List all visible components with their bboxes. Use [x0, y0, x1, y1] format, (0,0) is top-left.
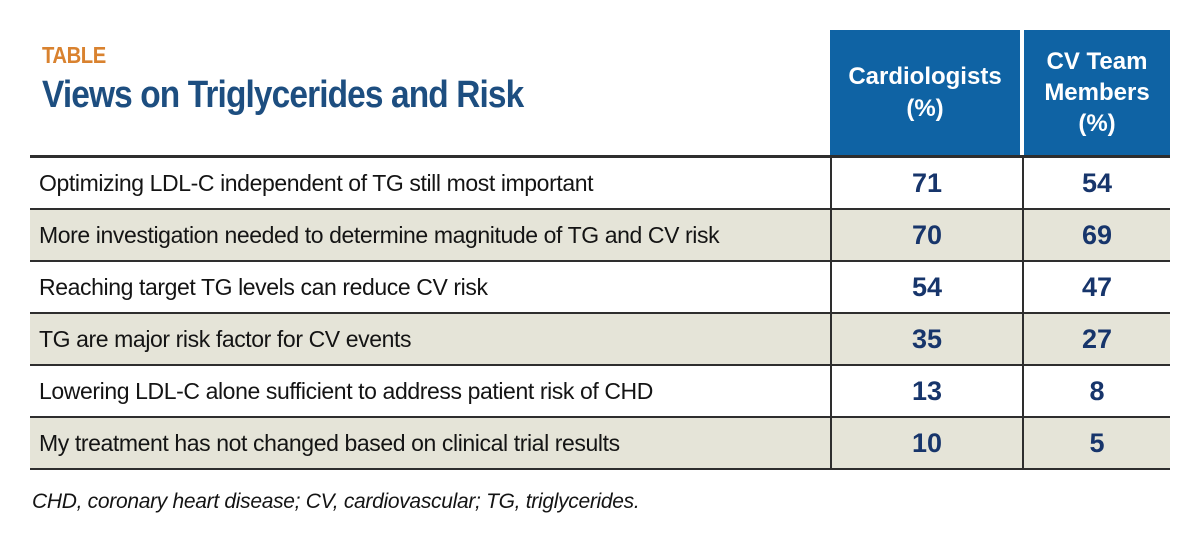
table-figure: TABLE Views on Triglycerides and Risk Ca… — [30, 30, 1170, 514]
cardiologists-value: 70 — [830, 210, 1022, 260]
table-footnote: CHD, coronary heart disease; CV, cardiov… — [32, 490, 640, 513]
cardiologists-value: 13 — [830, 366, 1022, 416]
column-header-cardiologists: Cardiologists (%) — [830, 30, 1020, 155]
table-title: Views on Triglycerides and Risk — [42, 74, 524, 116]
table-row: My treatment has not changed based on cl… — [30, 418, 1170, 470]
table-row: TG are major risk factor for CV events 3… — [30, 314, 1170, 366]
cv-team-value: 69 — [1022, 210, 1170, 260]
cv-team-value: 54 — [1022, 158, 1170, 208]
table-body: Optimizing LDL-C independent of TG still… — [30, 155, 1170, 470]
cv-team-value: 47 — [1022, 262, 1170, 312]
table-row: More investigation needed to determine m… — [30, 210, 1170, 262]
cardiologists-value: 35 — [830, 314, 1022, 364]
row-label: More investigation needed to determine m… — [39, 221, 720, 248]
row-label: My treatment has not changed based on cl… — [39, 429, 620, 456]
row-label: Optimizing LDL-C independent of TG still… — [39, 169, 594, 196]
title-block: TABLE Views on Triglycerides and Risk — [30, 30, 830, 155]
cv-team-value: 27 — [1022, 314, 1170, 364]
table-row: Optimizing LDL-C independent of TG still… — [30, 158, 1170, 210]
table-row: Lowering LDL-C alone sufficient to addre… — [30, 366, 1170, 418]
row-label: TG are major risk factor for CV events — [39, 325, 412, 352]
cv-team-value: 5 — [1022, 418, 1170, 468]
row-label: Lowering LDL-C alone sufficient to addre… — [39, 377, 653, 404]
cardiologists-value: 10 — [830, 418, 1022, 468]
cv-team-value: 8 — [1022, 366, 1170, 416]
cardiologists-value: 71 — [830, 158, 1022, 208]
row-label: Reaching target TG levels can reduce CV … — [39, 273, 488, 300]
cardiologists-value: 54 — [830, 262, 1022, 312]
table-row: Reaching target TG levels can reduce CV … — [30, 262, 1170, 314]
column-header-cv-team-members: CV Team Members (%) — [1024, 30, 1170, 155]
table-header: TABLE Views on Triglycerides and Risk Ca… — [30, 30, 1170, 155]
table-kicker: TABLE — [42, 42, 106, 68]
